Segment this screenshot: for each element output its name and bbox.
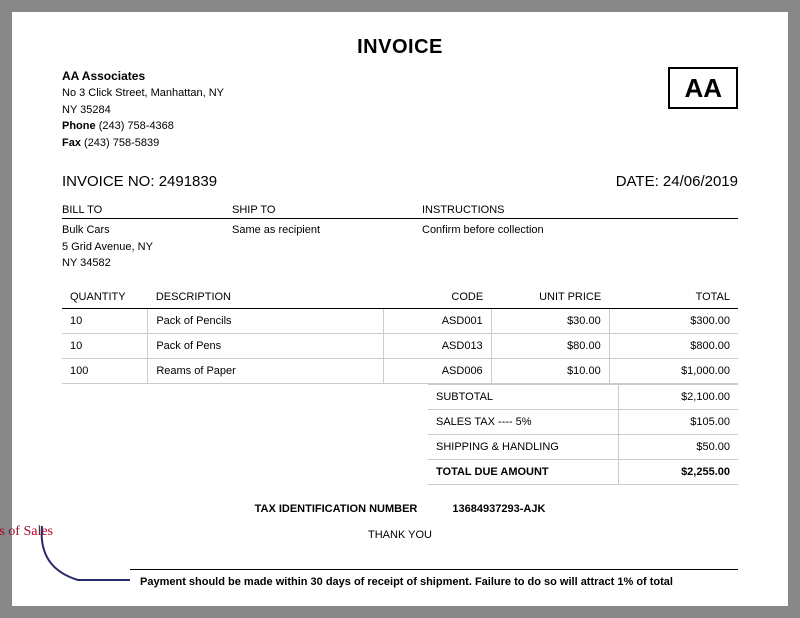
tin-row: TAX IDENTIFICATION NUMBER 13684937293-AJ…: [62, 503, 738, 515]
ship-to-text: Same as recipient: [232, 222, 422, 239]
table-header-row: QUANTITY DESCRIPTION CODE UNIT PRICE TOT…: [62, 286, 738, 309]
col-unit: UNIT PRICE: [491, 286, 609, 309]
logo-box: AA: [668, 67, 738, 109]
thank-you: THANK YOU: [62, 529, 738, 541]
col-desc: DESCRIPTION: [148, 286, 384, 309]
col-qty: QUANTITY: [62, 286, 148, 309]
instructions-text: Confirm before collection: [422, 222, 738, 239]
cell-unit: $80.00: [491, 333, 609, 358]
totals-row: SALES TAX ---- 5%$105.00: [428, 409, 738, 434]
col-code: CODE: [384, 286, 491, 309]
cell-desc: Pack of Pens: [148, 333, 384, 358]
table-row: 10Pack of PensASD013$80.00$800.00: [62, 333, 738, 358]
cell-qty: 10: [62, 308, 148, 333]
bill-to-header: BILL TO: [62, 204, 232, 219]
cell-desc: Reams of Paper: [148, 358, 384, 383]
cell-unit: $10.00: [491, 358, 609, 383]
cell-code: ASD013: [384, 333, 491, 358]
cell-unit: $30.00: [491, 308, 609, 333]
terms-annotation-arc-icon: [34, 524, 134, 588]
tin-value: 13684937293-AJK: [452, 503, 545, 515]
cell-qty: 100: [62, 358, 148, 383]
bill-to-block: BILL TO Bulk Cars 5 Grid Avenue, NY NY 3…: [62, 204, 232, 272]
cell-total: $800.00: [609, 333, 738, 358]
sender-name: AA Associates: [62, 67, 224, 85]
totals-table: SUBTOTAL$2,100.00 SALES TAX ---- 5%$105.…: [428, 384, 738, 485]
bill-to-text: Bulk Cars 5 Grid Avenue, NY NY 34582: [62, 222, 232, 272]
sender-addr2: NY 35284: [62, 102, 224, 119]
invoice-page: INVOICE AA Associates No 3 Click Street,…: [12, 12, 788, 606]
col-total: TOTAL: [609, 286, 738, 309]
cell-code: ASD006: [384, 358, 491, 383]
sender-block: AA Associates No 3 Click Street, Manhatt…: [62, 67, 224, 151]
invoice-date: DATE: 24/06/2019: [616, 173, 738, 190]
cell-total: $300.00: [609, 308, 738, 333]
invoice-number: INVOICE NO: 2491839: [62, 173, 217, 190]
terms-text: Payment should be made within 30 days of…: [140, 576, 673, 588]
terms-divider: [130, 569, 738, 570]
cell-qty: 10: [62, 333, 148, 358]
totals-block: SUBTOTAL$2,100.00 SALES TAX ---- 5%$105.…: [62, 384, 738, 485]
cell-desc: Pack of Pencils: [148, 308, 384, 333]
parties-row: BILL TO Bulk Cars 5 Grid Avenue, NY NY 3…: [62, 204, 738, 272]
totals-row: SUBTOTAL$2,100.00: [428, 384, 738, 409]
ship-to-header: SHIP TO: [232, 204, 422, 219]
sender-addr1: No 3 Click Street, Manhattan, NY: [62, 85, 224, 102]
line-items-table: QUANTITY DESCRIPTION CODE UNIT PRICE TOT…: [62, 286, 738, 384]
document-title: INVOICE: [62, 36, 738, 59]
cell-code: ASD001: [384, 308, 491, 333]
instructions-block: INSTRUCTIONS Confirm before collection: [422, 204, 738, 272]
header-row: AA Associates No 3 Click Street, Manhatt…: [62, 67, 738, 151]
instructions-header: INSTRUCTIONS: [422, 204, 738, 219]
tin-label: TAX IDENTIFICATION NUMBER: [255, 503, 418, 515]
meta-row: INVOICE NO: 2491839 DATE: 24/06/2019: [62, 173, 738, 190]
totals-row-due: TOTAL DUE AMOUNT$2,255.00: [428, 459, 738, 484]
sender-phone: Phone (243) 758-4368: [62, 118, 224, 135]
table-row: 100Reams of PaperASD006$10.00$1,000.00: [62, 358, 738, 383]
sender-fax: Fax (243) 758-5839: [62, 135, 224, 152]
table-row: 10Pack of PencilsASD001$30.00$300.00: [62, 308, 738, 333]
cell-total: $1,000.00: [609, 358, 738, 383]
ship-to-block: SHIP TO Same as recipient: [232, 204, 422, 272]
totals-row: SHIPPING & HANDLING$50.00: [428, 434, 738, 459]
